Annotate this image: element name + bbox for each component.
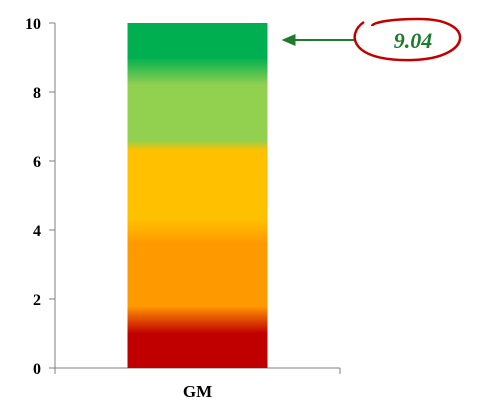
callout-value-label: 9.04 [394,28,433,53]
y-tick-label: 4 [33,223,41,240]
x-tick-label: GM [183,382,212,401]
y-tick-label: 0 [33,361,41,378]
y-tick-label: 6 [33,154,41,171]
y-tick-label: 2 [33,292,41,309]
y-tick-label: 8 [33,85,41,102]
bar [127,23,268,368]
callout-arrow-head [281,34,296,46]
callout-ellipse [353,17,462,62]
value-callout: 9.04 [281,17,462,62]
y-tick-label: 10 [25,16,41,33]
bars [127,23,268,368]
y-ticks: 0 2 4 6 8 10 [25,16,341,378]
x-tick-labels: GM [183,382,212,401]
